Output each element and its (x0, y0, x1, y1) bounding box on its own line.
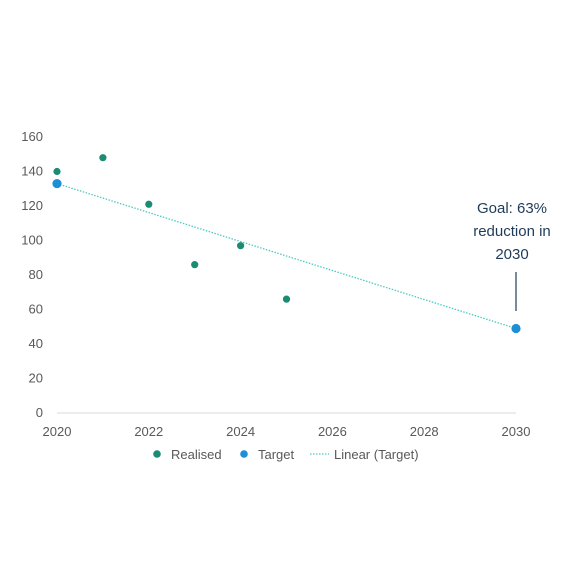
x-tick-label: 2030 (502, 424, 531, 439)
realised-point (191, 261, 199, 269)
x-tick-label: 2024 (226, 424, 255, 439)
realised-point (99, 154, 107, 162)
x-tick-label: 2020 (43, 424, 72, 439)
y-tick-label: 80 (29, 267, 43, 282)
realised-point (237, 242, 245, 250)
x-axis-tick-labels: 2020 2022 2024 2026 2028 2030 (43, 424, 531, 439)
target-point (52, 178, 62, 189)
y-tick-label: 160 (21, 129, 43, 144)
y-tick-label: 100 (21, 233, 43, 248)
x-tick-label: 2026 (318, 424, 347, 439)
annotation-text: Goal: 63% reduction in 2030 (473, 200, 551, 263)
y-axis-tick-labels: 0 20 40 60 80 100 120 140 160 (21, 129, 43, 420)
y-tick-label: 120 (21, 198, 43, 213)
legend-marker (240, 450, 248, 458)
x-tick-label: 2022 (134, 424, 163, 439)
legend-label: Realised (171, 447, 222, 462)
legend-label: Linear (Target) (334, 447, 419, 462)
realised-point (282, 295, 291, 303)
y-tick-label: 40 (29, 336, 43, 351)
realised-point (53, 167, 61, 176)
legend: Realised Target Linear (Target) (153, 447, 419, 462)
y-tick-label: 140 (21, 164, 43, 179)
target-point (511, 323, 521, 334)
legend-label: Target (258, 447, 295, 462)
data-points (52, 154, 521, 334)
y-tick-label: 60 (29, 302, 43, 317)
annotation-line: Goal: 63% (477, 200, 547, 217)
y-tick-label: 0 (36, 405, 43, 420)
x-tick-label: 2028 (410, 424, 439, 439)
annotation-line: 2030 (495, 246, 528, 263)
realised-point (145, 200, 153, 208)
annotation-line: reduction in (473, 223, 551, 240)
legend-marker (153, 450, 161, 458)
y-tick-label: 20 (29, 371, 43, 386)
trendline (56, 182, 517, 330)
